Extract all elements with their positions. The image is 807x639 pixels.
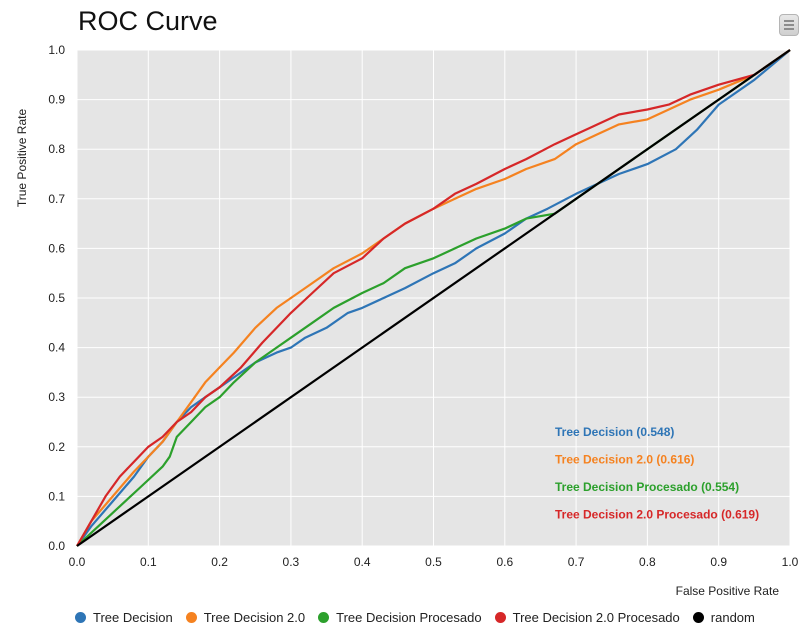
legend-item[interactable]: Tree Decision 2.0 [185,610,306,625]
legend: Tree Decision Tree Decision 2.0 Tree Decis… [75,610,768,625]
chart-title: ROC Curve [78,6,218,36]
legend-item[interactable]: Tree Decision [75,610,173,625]
y-tick-label: 0.2 [48,440,65,454]
hamburger-menu-button[interactable] [779,14,799,36]
legend-marker-icon [494,612,506,623]
x-tick-label: 0.5 [425,555,442,569]
x-tick-label: 0.2 [211,555,228,569]
x-tick-label: 0.9 [710,555,727,569]
x-tick-label: 0.3 [283,555,300,569]
x-tick-label: 0.6 [496,555,513,569]
y-tick-label: 0.9 [48,93,65,107]
legend-label: Tree Decision [93,610,173,625]
auc-label: Tree Decision 2.0 Procesado (0.619) [555,508,759,522]
y-tick-label: 0.7 [48,192,65,206]
series-line-tree-decision-2-0 [76,49,791,547]
roc-chart: 0.0 0.1 0.2 0.3 0.4 0.5 0.6 0.7 0.8 0.9 1.0 0.0 0.1 0… [15,43,799,598]
x-tick-label: 0.8 [639,555,656,569]
y-tick-label: 0.5 [48,291,65,305]
legend-marker-icon [318,612,330,623]
legend-marker-icon [692,612,704,623]
y-tick-label: 0.1 [48,489,65,503]
y-tick-label: 0.0 [48,539,65,553]
legend-label: random [710,610,755,625]
legend-item[interactable]: random [692,610,755,625]
x-tick-label: 0.7 [568,555,585,569]
x-tick-label: 1.0 [782,555,799,569]
x-tick-label: 0.4 [354,555,371,569]
series-lines [76,49,791,547]
y-tick-label: 0.4 [48,341,65,355]
x-tick-label: 0.0 [69,555,86,569]
x-axis-title: False Positive Rate [676,584,780,598]
series-line-tree-decision-2-0-procesado [76,49,791,547]
legend-marker-icon [185,612,197,623]
legend-marker-icon [75,612,86,623]
y-axis-title: True Positive Rate [15,109,29,208]
auc-label: Tree Decision 2.0 (0.616) [555,453,694,467]
auc-label: Tree Decision (0.548) [555,425,674,439]
y-tick-label: 0.6 [48,241,65,255]
y-tick-label: 0.8 [48,142,65,156]
auc-label: Tree Decision Procesado (0.554) [555,480,739,494]
legend-item[interactable]: Tree Decision Procesado [318,610,482,625]
legend-label: Tree Decision Procesado [336,610,482,625]
tick-labels: 0.0 0.1 0.2 0.3 0.4 0.5 0.6 0.7 0.8 0.9 1.0 0.0 0.1 0… [48,43,798,569]
y-tick-label: 1.0 [48,43,65,57]
auc-annotations: Tree Decision (0.548) Tree Decision 2.0 (… [555,425,759,522]
x-tick-label: 0.1 [140,555,157,569]
legend-item[interactable]: Tree Decision 2.0 Procesado [494,610,680,625]
series-line-random [76,49,791,547]
y-tick-label: 0.3 [48,390,65,404]
legend-label: Tree Decision 2.0 [203,610,306,625]
legend-label: Tree Decision 2.0 Procesado [512,610,680,625]
